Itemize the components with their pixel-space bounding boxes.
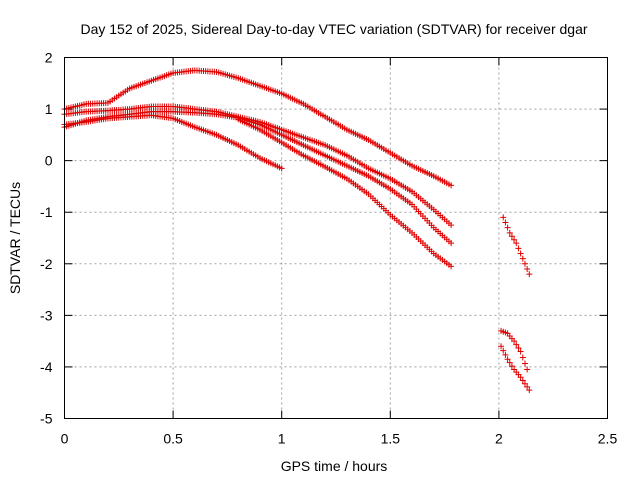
data-point [448, 240, 455, 247]
data-point [515, 345, 522, 352]
data-point [502, 351, 509, 358]
data-point [526, 271, 533, 278]
x-tick-label: 1.5 [381, 431, 401, 447]
data-point [513, 240, 520, 247]
data-point [517, 374, 524, 381]
data-point [508, 363, 515, 370]
data-point [521, 260, 528, 267]
data-point [511, 338, 518, 345]
data-point [506, 229, 513, 236]
data-point [524, 383, 531, 390]
data-point [504, 224, 511, 231]
data-point [448, 263, 455, 270]
y-tick-label: -4 [40, 359, 53, 375]
data-point [500, 214, 507, 221]
plot-frame [64, 57, 608, 419]
data-point [521, 380, 528, 387]
data-point [448, 222, 455, 229]
data-point [506, 359, 513, 366]
y-tick-label: -2 [40, 256, 53, 272]
data-point [524, 366, 531, 373]
data-point [521, 360, 528, 367]
x-axis-label: GPS time / hours [281, 458, 388, 474]
data-point [526, 387, 533, 394]
data-point [511, 236, 518, 243]
data-point [519, 377, 526, 384]
y-tick-label: -3 [40, 307, 53, 323]
data-point [498, 343, 505, 350]
y-axis-label: SDTVAR / TECUs [7, 182, 23, 294]
data-point [517, 250, 524, 257]
x-tick-label: 2 [495, 431, 503, 447]
series-track-7 [498, 327, 531, 373]
data-point [500, 347, 507, 354]
x-tick-label: 1 [278, 431, 286, 447]
data-point [519, 255, 526, 262]
y-tick-label: 0 [45, 153, 53, 169]
y-tick-label: 1 [45, 101, 53, 117]
series-track-4 [61, 112, 285, 172]
y-tick-label: -5 [40, 411, 53, 427]
x-tick-label: 2.5 [598, 431, 618, 447]
data-points [61, 67, 533, 394]
series-track-6 [500, 214, 533, 278]
x-axis: 0 0.5 1 1.5 2 2.5 [61, 431, 618, 447]
series-track-5 [235, 116, 455, 270]
data-point [508, 233, 515, 240]
data-point [448, 182, 455, 189]
data-point [515, 245, 522, 252]
data-point [517, 348, 524, 355]
x-tick-label: 0 [61, 431, 69, 447]
data-point [278, 165, 285, 172]
data-point [504, 356, 511, 363]
x-tick-label: 0.5 [163, 431, 183, 447]
series-track-1 [61, 67, 455, 189]
y-axis: 2 1 0 -1 -2 -3 -4 -5 [40, 50, 53, 427]
data-point [519, 354, 526, 361]
data-point [513, 341, 520, 348]
chart-title: Day 152 of 2025, Sidereal Day-to-day VTE… [80, 21, 587, 37]
y-tick-label: -1 [40, 204, 53, 220]
series-track-8 [498, 343, 533, 394]
data-point [502, 219, 509, 226]
data-point [524, 265, 531, 272]
y-tick-label: 2 [45, 50, 53, 66]
